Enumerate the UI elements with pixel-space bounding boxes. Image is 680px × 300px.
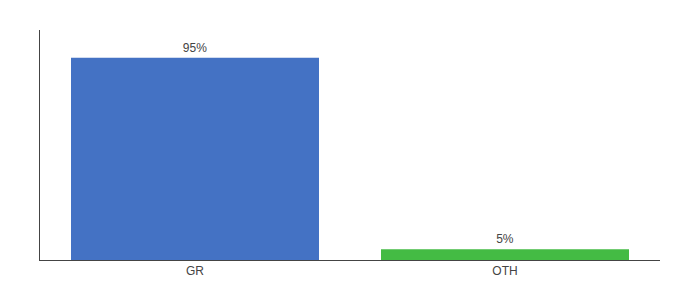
svg-text:GR: GR [186, 264, 204, 278]
svg-text:OTH: OTH [492, 264, 517, 278]
svg-text:5%: 5% [496, 232, 514, 246]
svg-text:95%: 95% [183, 41, 207, 55]
